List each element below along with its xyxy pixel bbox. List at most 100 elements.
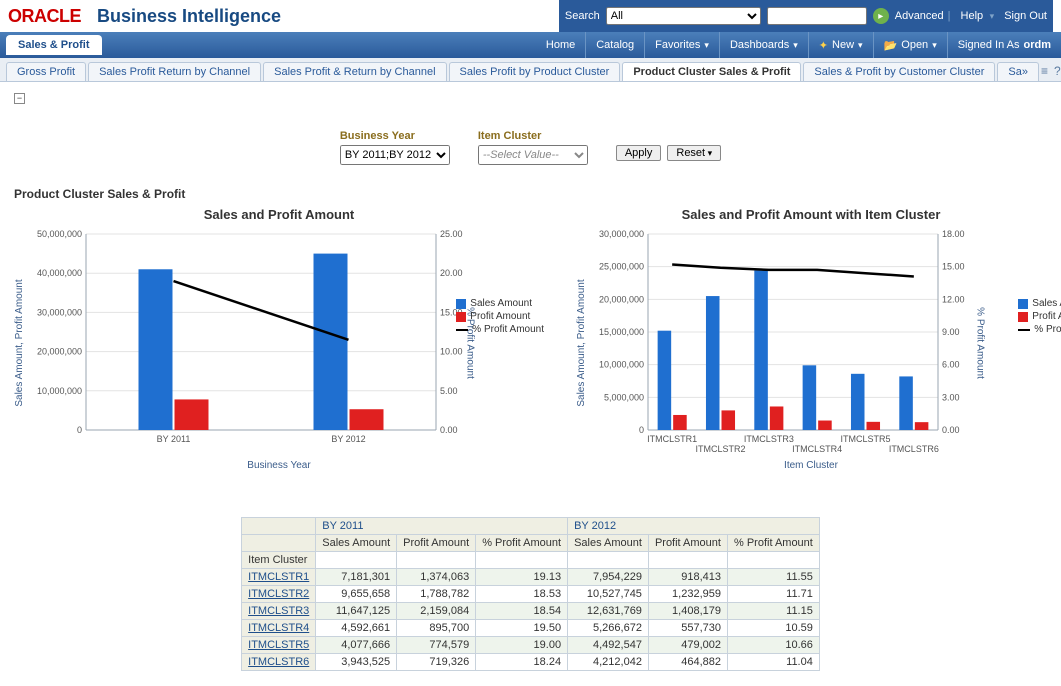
oracle-logo: ORACLE bbox=[8, 6, 81, 27]
table-cell: 557,730 bbox=[648, 620, 727, 637]
table-row-header[interactable]: ITMCLSTR5 bbox=[242, 637, 316, 654]
table-cell: 10.66 bbox=[727, 637, 819, 654]
table-cell: 719,326 bbox=[397, 654, 476, 671]
nav-home[interactable]: Home bbox=[536, 32, 585, 58]
legend-sales: Sales Amount bbox=[470, 298, 532, 309]
reset-button[interactable]: Reset bbox=[667, 145, 721, 161]
charts-row: Sales and Profit Amount Sales Amount, Pr… bbox=[14, 207, 1047, 487]
item-cluster-label: Item Cluster bbox=[478, 130, 588, 142]
nav-right: Home Catalog Favorites Dashboards ✦New 📂… bbox=[536, 32, 1061, 58]
table-cell: 7,954,229 bbox=[568, 569, 649, 586]
sub-tab[interactable]: Gross Profit bbox=[6, 62, 86, 81]
svg-text:ITMCLSTR4: ITMCLSTR4 bbox=[792, 444, 842, 454]
svg-text:25.00: 25.00 bbox=[440, 229, 463, 239]
sub-tab[interactable]: Product Cluster Sales & Profit bbox=[622, 62, 801, 81]
nav-favorites[interactable]: Favorites bbox=[644, 32, 719, 58]
app-title: Business Intelligence bbox=[97, 6, 281, 27]
table-cell: 12,631,769 bbox=[568, 603, 649, 620]
table-cell: 4,492,547 bbox=[568, 637, 649, 654]
svg-text:25,000,000: 25,000,000 bbox=[599, 262, 644, 272]
table-cell: 11.04 bbox=[727, 654, 819, 671]
search-go-button[interactable]: ▸ bbox=[873, 8, 889, 24]
svg-text:ITMCLSTR6: ITMCLSTR6 bbox=[889, 444, 939, 454]
table-cell: 5,266,672 bbox=[568, 620, 649, 637]
nav-open-label: Open bbox=[901, 39, 928, 51]
svg-text:10,000,000: 10,000,000 bbox=[37, 386, 82, 396]
table-cell: 895,700 bbox=[397, 620, 476, 637]
nav-dashboards[interactable]: Dashboards bbox=[719, 32, 808, 58]
table-cell: 479,002 bbox=[648, 637, 727, 654]
svg-text:50,000,000: 50,000,000 bbox=[37, 229, 82, 239]
svg-text:20,000,000: 20,000,000 bbox=[599, 294, 644, 304]
nav-open[interactable]: 📂Open bbox=[873, 32, 947, 58]
svg-text:ITMCLSTR3: ITMCLSTR3 bbox=[744, 434, 794, 444]
search-input[interactable] bbox=[767, 7, 867, 25]
nav-catalog[interactable]: Catalog bbox=[585, 32, 644, 58]
svg-text:10,000,000: 10,000,000 bbox=[599, 360, 644, 370]
search-scope-select[interactable]: All bbox=[606, 7, 761, 25]
chart2-x-label: Item Cluster bbox=[576, 460, 1046, 471]
section-title: Product Cluster Sales & Profit bbox=[14, 187, 1047, 201]
pivot-table: BY 2011BY 2012Sales AmountProfit Amount%… bbox=[241, 517, 820, 671]
svg-text:5.00: 5.00 bbox=[440, 386, 458, 396]
table-row-header[interactable]: ITMCLSTR3 bbox=[242, 603, 316, 620]
table-row-header[interactable]: ITMCLSTR2 bbox=[242, 586, 316, 603]
prompt-buttons: Apply Reset bbox=[616, 130, 721, 161]
top-header: ORACLE Business Intelligence Search All … bbox=[0, 0, 1061, 32]
sub-tab[interactable]: Sales Profit & Return by Channel bbox=[263, 62, 446, 81]
svg-text:0: 0 bbox=[77, 425, 82, 435]
table-cell: 1,788,782 bbox=[397, 586, 476, 603]
sub-tab[interactable]: Sales Profit by Product Cluster bbox=[449, 62, 621, 81]
business-year-select[interactable]: BY 2011;BY 2012 bbox=[340, 145, 450, 165]
table-cell: 4,212,042 bbox=[568, 654, 649, 671]
help-icon[interactable]: ? bbox=[1054, 64, 1061, 78]
dashboard-tab-label: Sales & Profit bbox=[18, 39, 90, 51]
chart2-y-left-label: Sales Amount, Profit Amount bbox=[576, 279, 587, 406]
chart-sales-profit: Sales and Profit Amount Sales Amount, Pr… bbox=[14, 207, 544, 487]
svg-text:30,000,000: 30,000,000 bbox=[37, 307, 82, 317]
table-cell: 18.53 bbox=[476, 586, 568, 603]
chart1-x-label: Business Year bbox=[14, 460, 544, 471]
table-cell: 19.00 bbox=[476, 637, 568, 654]
options-icon[interactable]: ≡ bbox=[1041, 64, 1048, 78]
table-cell: 11,647,125 bbox=[316, 603, 397, 620]
sub-tabs: Gross ProfitSales Profit Return by Chann… bbox=[0, 58, 1061, 82]
table-row-header[interactable]: ITMCLSTR4 bbox=[242, 620, 316, 637]
svg-text:ITMCLSTR1: ITMCLSTR1 bbox=[647, 434, 697, 444]
table-cell: 10.59 bbox=[727, 620, 819, 637]
table-row-header[interactable]: ITMCLSTR1 bbox=[242, 569, 316, 586]
svg-text:0.00: 0.00 bbox=[440, 425, 458, 435]
svg-text:0.00: 0.00 bbox=[942, 425, 960, 435]
svg-text:ITMCLSTR2: ITMCLSTR2 bbox=[695, 444, 745, 454]
chart2-svg: 05,000,00010,000,00015,000,00020,000,000… bbox=[576, 228, 976, 458]
sub-tab[interactable]: Sales Profit Return by Channel bbox=[88, 62, 261, 81]
table-cell: 1,408,179 bbox=[648, 603, 727, 620]
prompt-business-year: Business Year BY 2011;BY 2012 bbox=[340, 130, 450, 165]
sub-tab[interactable]: Sales & Profit by Customer Cluster bbox=[803, 62, 995, 81]
table-cell: 4,592,661 bbox=[316, 620, 397, 637]
content: − Business Year BY 2011;BY 2012 Item Clu… bbox=[0, 82, 1061, 681]
nav-new[interactable]: ✦New bbox=[808, 32, 873, 58]
chart2-y-right-label: % Profit Amount bbox=[975, 307, 986, 379]
svg-text:10.00: 10.00 bbox=[440, 347, 463, 357]
table-row-header[interactable]: ITMCLSTR6 bbox=[242, 654, 316, 671]
header-right: Search All ▸ Advanced Help Sign Out bbox=[559, 0, 1053, 32]
item-cluster-select[interactable]: --Select Value-- bbox=[478, 145, 588, 165]
table-cell: 464,882 bbox=[648, 654, 727, 671]
advanced-link[interactable]: Advanced bbox=[895, 10, 955, 22]
apply-button[interactable]: Apply bbox=[616, 145, 662, 161]
signed-in-as[interactable]: Signed In As ordm bbox=[947, 32, 1061, 58]
svg-text:9.00: 9.00 bbox=[942, 327, 960, 337]
svg-text:5,000,000: 5,000,000 bbox=[604, 392, 644, 402]
sub-tab-tools: ≡ ? bbox=[1041, 64, 1061, 81]
sub-tab[interactable]: Sa» bbox=[997, 62, 1039, 81]
table-cell: 774,579 bbox=[397, 637, 476, 654]
svg-text:40,000,000: 40,000,000 bbox=[37, 268, 82, 278]
signout-link[interactable]: Sign Out bbox=[1004, 10, 1047, 22]
dashboard-tab-active[interactable]: Sales & Profit bbox=[6, 35, 102, 55]
svg-text:3.00: 3.00 bbox=[942, 392, 960, 402]
help-menu[interactable]: Help bbox=[961, 10, 999, 22]
table-cell: 10,527,745 bbox=[568, 586, 649, 603]
table-cell: 7,181,301 bbox=[316, 569, 397, 586]
collapse-section-button[interactable]: − bbox=[14, 93, 25, 104]
